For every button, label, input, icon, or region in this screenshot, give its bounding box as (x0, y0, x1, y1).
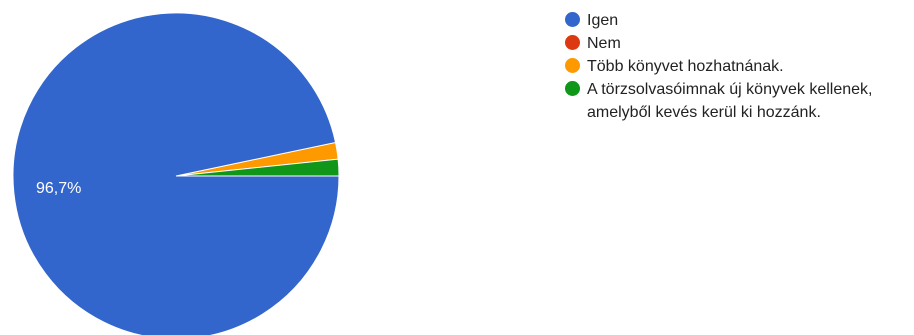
legend-swatch-tobb-konyvet (565, 58, 580, 73)
pie-slices (12, 12, 340, 335)
legend-swatch-uj-konyvek (565, 81, 580, 96)
legend-item-uj-konyvek[interactable]: A törzsolvasóimnak új könyvek kellenek, … (565, 78, 895, 124)
legend-item-igen[interactable]: Igen (565, 9, 895, 32)
legend-label-uj-konyvek: A törzsolvasóimnak új könyvek kellenek, … (587, 81, 873, 121)
pie-slice-igen[interactable] (12, 12, 340, 335)
legend-label-nem: Nem (587, 35, 621, 52)
legend-item-tobb-konyvet[interactable]: Több könyvet hozhatnának. (565, 55, 895, 78)
legend-label-tobb-konyvet: Több könyvet hozhatnának. (587, 58, 784, 75)
legend-swatch-igen (565, 12, 580, 27)
chart-legend: Igen Nem Több könyvet hozhatnának. A tör… (565, 9, 895, 124)
legend-item-nem[interactable]: Nem (565, 32, 895, 55)
legend-label-igen: Igen (587, 12, 619, 29)
slice-label-igen: 96,7% (36, 180, 81, 197)
legend-swatch-nem (565, 35, 580, 50)
